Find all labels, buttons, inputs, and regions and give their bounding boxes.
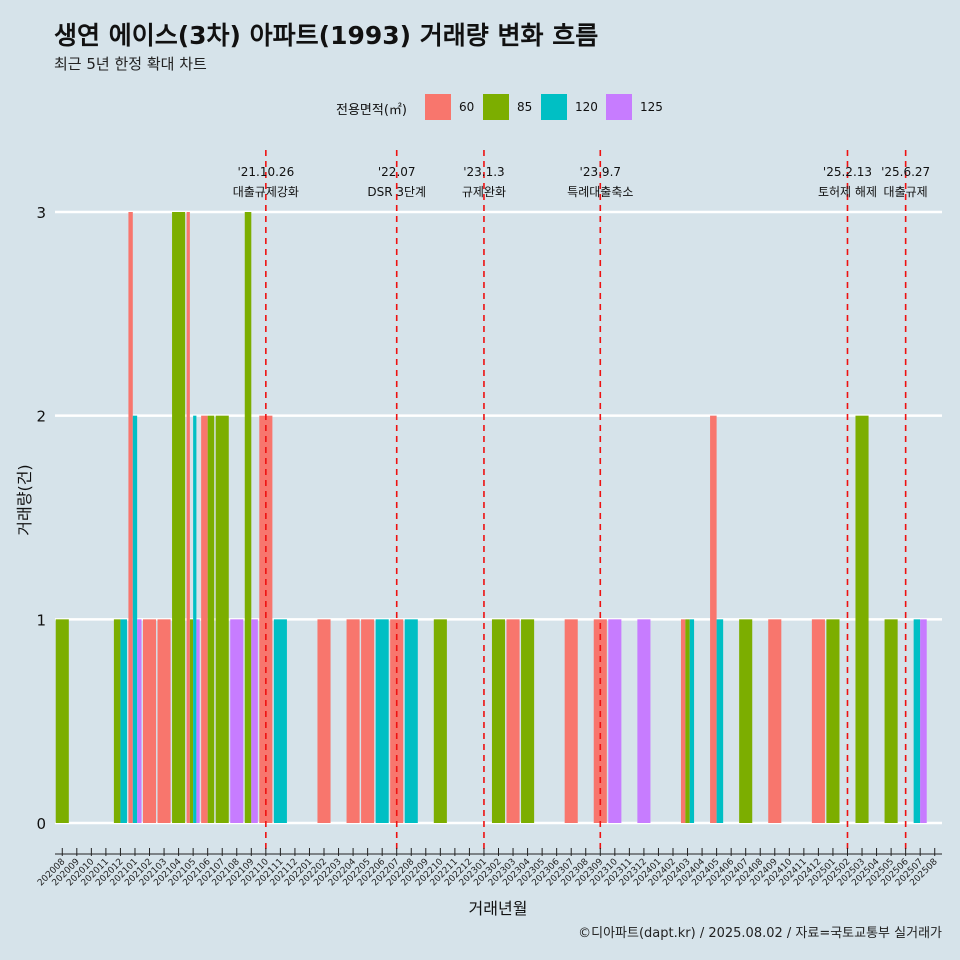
bar-202109-125 [251, 619, 258, 823]
bar-202012-120 [120, 619, 127, 823]
bar-202106-60 [201, 415, 208, 823]
y-tick-label-1: 1 [36, 611, 46, 629]
bar-202101-125 [137, 619, 142, 823]
bar-202206-120 [375, 619, 389, 823]
bar-202208-120 [404, 619, 418, 823]
x-axis-title: 거래년월 [469, 899, 528, 918]
legend-swatch-85 [483, 94, 509, 120]
bar-202303-60 [506, 619, 520, 823]
chart-title: 생연 에이스(3차) 아파트(1993) 거래량 변화 흐름 [54, 21, 599, 50]
bar-202204-60 [346, 619, 360, 823]
bar-202501-85 [826, 619, 840, 823]
legend-title: 전용면적(㎡) [336, 103, 407, 118]
y-tick-label-2: 2 [36, 408, 46, 426]
chart-subtitle: 최근 5년 한정 확대 차트 [54, 55, 207, 73]
bar-202102-60 [142, 619, 157, 823]
event-label-3: 특례대출축소 [567, 185, 633, 199]
bar-202302-85 [491, 619, 506, 823]
bar-202108-125 [230, 619, 244, 823]
bar-202310-125 [608, 619, 622, 823]
axes: 0123202008202009202010202011202012202101… [36, 204, 942, 888]
event-date-3: '23.9.7 [580, 165, 621, 179]
event-date-2: '23.1.3 [463, 165, 504, 179]
bar-202403-85 [685, 619, 690, 823]
bar-202107-85 [215, 415, 229, 823]
bar-202101-120 [132, 415, 138, 823]
bar-202503-85 [855, 415, 869, 823]
legend-label-120: 120 [575, 100, 598, 114]
source-caption: ©디아파트(dapt.kr) / 2025.08.02 / 자료=국토교통부 실… [578, 926, 942, 941]
event-label-1: DSR 3단계 [367, 185, 426, 199]
bar-202405-60 [710, 415, 717, 823]
bar-202106-85 [207, 415, 215, 823]
bar-202210-85 [433, 619, 447, 823]
bar-202409-60 [768, 619, 782, 823]
bar-202205-60 [361, 619, 375, 823]
bar-202110-60 [259, 415, 273, 823]
bar-202109-85 [244, 212, 252, 823]
legend-swatch-125 [606, 94, 632, 120]
event-label-0: 대출규제강화 [233, 185, 299, 199]
y-axis-title: 거래량(건) [15, 464, 34, 535]
bar-202312-125 [637, 619, 651, 823]
bar-202412-60 [811, 619, 825, 823]
bar-202104-85 [172, 212, 186, 823]
bar-202008-85 [55, 619, 69, 823]
bar-202507-120 [913, 619, 921, 823]
bar-202105-85 [189, 619, 194, 823]
bar-202012-85 [113, 619, 121, 823]
bar-202111-120 [273, 619, 287, 823]
bar-202101-60 [128, 212, 133, 823]
legend-label-60: 60 [459, 100, 475, 114]
event-date-0: '21.10.26 [237, 165, 294, 179]
event-label-2: 규제완화 [462, 185, 506, 199]
bars [55, 212, 927, 823]
legend-label-125: 125 [640, 100, 663, 114]
bar-202407-85 [739, 619, 753, 823]
legend-swatch-120 [541, 94, 567, 120]
event-date-5: '25.6.27 [881, 165, 930, 179]
chart-legend: 전용면적(㎡) 60 85 120 125 [0, 94, 960, 120]
bar-202304-85 [521, 619, 535, 823]
event-label-4: 토허제 해제 [818, 185, 877, 199]
bar-202307-60 [564, 619, 578, 823]
y-tick-label-3: 3 [36, 204, 46, 222]
bar-202105-125 [196, 619, 200, 823]
bar-202309-60 [593, 619, 607, 823]
bar-202505-85 [884, 619, 898, 823]
bar-202105-60 [186, 212, 190, 823]
event-label-5: 대출규제 [884, 185, 928, 199]
bar-202105-120 [193, 415, 197, 823]
bar-202403-120 [689, 619, 695, 823]
bar-202507-125 [920, 619, 927, 823]
legend-swatch-60 [425, 94, 451, 120]
bar-202403-60 [680, 619, 686, 823]
bar-202207-60 [390, 619, 404, 823]
event-markers: '21.10.26 대출규제강화 '22.07 DSR 3단계 '23.1.3 규제완화 '… [233, 150, 930, 854]
bar-202405-120 [716, 619, 724, 823]
legend-label-85: 85 [517, 100, 533, 114]
bar-202202-60 [317, 619, 331, 823]
bar-202103-60 [157, 619, 171, 823]
event-date-4: '25.2.13 [823, 165, 872, 179]
event-date-1: '22.07 [378, 165, 416, 179]
y-tick-label-0: 0 [36, 815, 46, 833]
